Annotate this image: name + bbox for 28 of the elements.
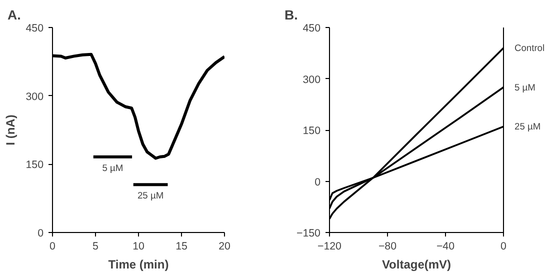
x-tick-label: 10 [132,240,144,252]
x-tick-label: 15 [176,240,188,252]
series-label: 5 µM [102,162,124,173]
series-label: 25 µM [137,190,164,201]
y-tick-label: 450 [302,22,321,34]
x-axis-title: Voltage(mV) [382,258,452,272]
x-tick-label: 20 [218,240,230,252]
y-tick-label: 300 [302,74,321,86]
y-tick-label: 150 [26,159,44,172]
y-tick-label: 0 [314,176,321,188]
series-label: Control [514,43,545,53]
y-axis-title: I (nA) [4,114,18,146]
x-tick-label: 5 [92,240,99,252]
x-tick-label: 0 [50,240,56,252]
x-tick-label: 0 [500,240,507,252]
y-tick-label: 150 [302,125,321,137]
x-axis-title: Time (min) [108,258,169,272]
x-tick-label: −80 [378,240,397,252]
x-tick-label: −120 [318,240,342,252]
chart-title: A. [8,8,21,22]
series-label: 5 µM [514,82,536,92]
series-label: 25 µM [514,122,541,132]
y-tick-label: 300 [26,90,44,103]
x-tick-label: −40 [436,240,455,252]
chart-title: B. [284,8,298,22]
y-tick-label: 0 [38,228,44,240]
y-tick-label: 450 [26,22,44,34]
y-tick-label: −150 [296,228,321,240]
